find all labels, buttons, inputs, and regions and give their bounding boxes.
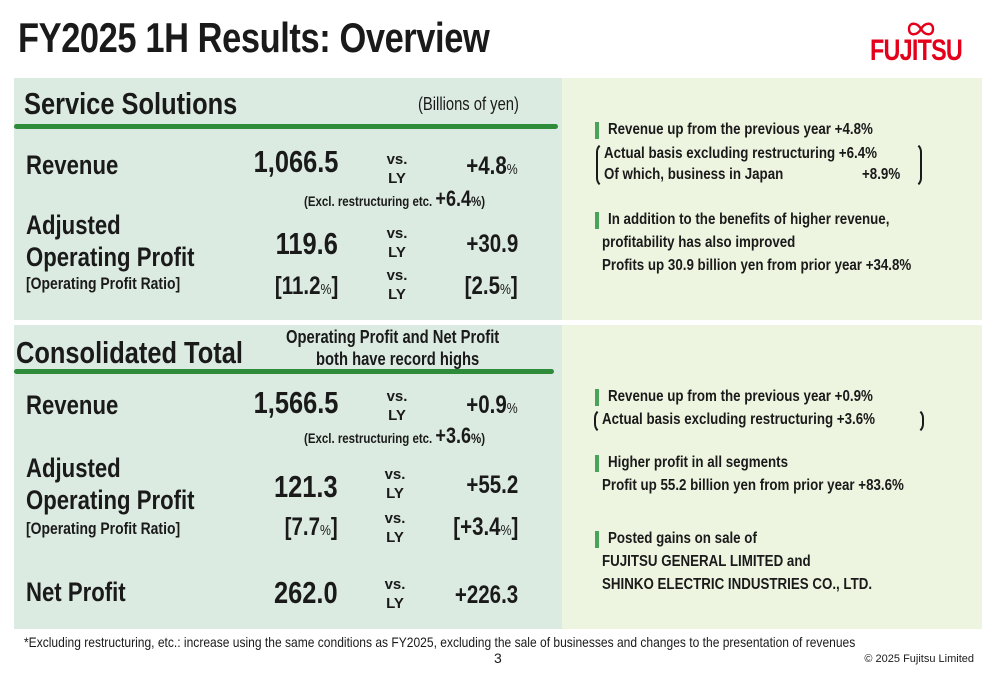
ct-net-label: Net Profit bbox=[26, 577, 126, 607]
ss-op-change: +30.9 bbox=[466, 230, 518, 258]
consolidated-headline-2: both have record highs bbox=[316, 349, 480, 369]
ss-revenue-label: Revenue bbox=[26, 150, 119, 180]
ct-note-gains-3: SHINKO ELECTRIC INDUSTRIES CO., LTD. bbox=[602, 576, 873, 593]
ss-ratio-label: [Operating Profit Ratio] bbox=[26, 274, 181, 293]
ss-revenue-excl: (Excl. restructuring etc. +6.4%) bbox=[304, 186, 486, 211]
ss-note-benefits-1: In addition to the benefits of higher re… bbox=[608, 211, 890, 228]
ss-bracket bbox=[596, 142, 922, 188]
ss-note-japan-value: +8.9% bbox=[862, 166, 901, 183]
ct-net-value: 262.0 bbox=[274, 575, 338, 610]
ct-ratio-value: [7.7%] bbox=[284, 513, 338, 541]
service-solutions-notes: Revenue up from the previous year +4.8% … bbox=[562, 78, 982, 320]
ss-revenue-vs: vs. LY bbox=[386, 151, 408, 187]
ct-note-profit: Profit up 55.2 billion yen from prior ye… bbox=[602, 477, 904, 494]
footnote: *Excluding restructuring, etc.: increase… bbox=[24, 634, 856, 650]
ct-net-change: +226.3 bbox=[454, 581, 518, 609]
note-marker-icon bbox=[595, 389, 599, 406]
ct-ratio-vs: vs. LY bbox=[384, 510, 406, 546]
page-number: 3 bbox=[494, 650, 502, 666]
ss-note-profits: Profits up 30.9 billion yen from prior y… bbox=[602, 257, 912, 274]
ct-note-segments: Higher profit in all segments bbox=[608, 454, 788, 471]
consolidated-notes: Revenue up from the previous year +0.9% … bbox=[562, 325, 982, 629]
page-title: FY2025 1H Results: Overview bbox=[18, 14, 490, 61]
ct-op-change: +55.2 bbox=[466, 471, 518, 499]
ct-revenue-change: +0.9% bbox=[466, 391, 518, 419]
note-marker-icon bbox=[595, 212, 599, 229]
consolidated-headline-1: Operating Profit and Net Profit bbox=[286, 327, 500, 347]
unit-note: (Billions of yen) bbox=[418, 94, 519, 114]
ss-op-vs: vs. LY bbox=[386, 225, 408, 261]
note-marker-icon bbox=[595, 122, 599, 139]
ss-op-label-1: Adjusted bbox=[26, 210, 121, 240]
consolidated-panel: Consolidated Total Operating Profit and … bbox=[14, 325, 562, 629]
ct-revenue-vs: vs. LY bbox=[386, 388, 408, 424]
ct-note-gains-2: FUJITSU GENERAL LIMITED and bbox=[602, 553, 811, 570]
ss-op-value: 119.6 bbox=[275, 226, 338, 261]
ct-op-value: 121.3 bbox=[274, 469, 338, 504]
ss-revenue-value: 1,066.5 bbox=[253, 144, 338, 179]
ss-op-label-2: Operating Profit bbox=[26, 242, 195, 272]
ct-ratio-change: [+3.4%] bbox=[452, 513, 518, 541]
logo-wordmark: FUJITSU bbox=[870, 34, 963, 67]
copyright: © 2025 Fujitsu Limited bbox=[864, 653, 974, 665]
consolidated-title: Consolidated Total bbox=[16, 335, 243, 370]
ss-ratio-change: [2.5%] bbox=[464, 272, 518, 300]
ct-revenue-label: Revenue bbox=[26, 390, 119, 420]
ct-op-vs: vs. LY bbox=[384, 466, 406, 502]
infinity-logo-icon bbox=[907, 22, 935, 36]
note-marker-icon bbox=[595, 455, 599, 472]
ct-note-revenue: Revenue up from the previous year +0.9% bbox=[608, 388, 873, 405]
section-rule bbox=[14, 369, 554, 374]
ss-note-benefits-2: profitability has also improved bbox=[602, 234, 796, 251]
service-solutions-title: Service Solutions bbox=[24, 86, 238, 121]
ct-bracket bbox=[594, 408, 924, 434]
ct-revenue-excl: (Excl. restructuring etc. +3.6%) bbox=[304, 423, 486, 448]
ss-note-japan: Of which, business in Japan bbox=[604, 166, 784, 183]
note-marker-icon bbox=[595, 531, 599, 548]
ss-note-revenue: Revenue up from the previous year +4.8% bbox=[608, 121, 873, 138]
ss-note-actual: Actual basis excluding restructuring +6.… bbox=[604, 145, 877, 162]
ct-note-gains-1: Posted gains on sale of bbox=[608, 530, 757, 547]
ct-revenue-value: 1,566.5 bbox=[253, 385, 338, 420]
ct-note-actual: Actual basis excluding restructuring +3.… bbox=[602, 411, 875, 428]
ss-ratio-vs: vs. LY bbox=[386, 267, 408, 303]
section-rule bbox=[14, 124, 558, 129]
ct-ratio-label: [Operating Profit Ratio] bbox=[26, 519, 181, 538]
ss-ratio-value: [11.2%] bbox=[274, 272, 338, 300]
service-solutions-panel: Service Solutions (Billions of yen) Reve… bbox=[14, 78, 562, 320]
ct-net-vs: vs. LY bbox=[384, 576, 406, 612]
ct-op-label-1: Adjusted bbox=[26, 453, 121, 483]
ct-op-label-2: Operating Profit bbox=[26, 485, 195, 515]
ss-revenue-change: +4.8% bbox=[466, 152, 518, 180]
fujitsu-logo: FUJITSU bbox=[870, 20, 970, 70]
